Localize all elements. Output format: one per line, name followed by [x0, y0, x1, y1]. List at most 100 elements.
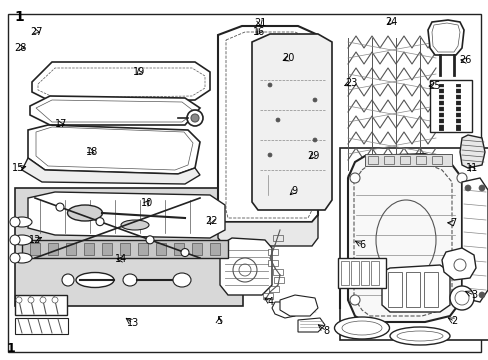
- Polygon shape: [459, 135, 484, 168]
- Polygon shape: [28, 125, 200, 174]
- Circle shape: [267, 83, 271, 87]
- Ellipse shape: [173, 273, 191, 287]
- Circle shape: [456, 173, 466, 183]
- Circle shape: [267, 153, 271, 157]
- Text: 19: 19: [133, 67, 145, 77]
- Ellipse shape: [67, 205, 102, 221]
- Bar: [340, 261, 348, 285]
- Polygon shape: [218, 215, 317, 246]
- Text: 25: 25: [427, 81, 440, 91]
- Bar: [387, 272, 401, 307]
- Text: 13: 13: [126, 318, 139, 328]
- Bar: [120, 243, 130, 255]
- Polygon shape: [22, 158, 200, 184]
- Bar: [399, 156, 409, 164]
- Polygon shape: [220, 238, 271, 295]
- Text: 24: 24: [384, 17, 397, 27]
- Circle shape: [312, 98, 316, 102]
- Bar: [268, 285, 279, 292]
- Circle shape: [96, 218, 104, 226]
- Ellipse shape: [121, 220, 149, 230]
- Polygon shape: [427, 20, 463, 55]
- Circle shape: [312, 138, 316, 142]
- Circle shape: [349, 173, 359, 183]
- Text: 29: 29: [306, 150, 319, 161]
- Bar: [66, 243, 76, 255]
- Text: 21: 21: [253, 18, 266, 28]
- Text: 5: 5: [216, 316, 222, 327]
- Bar: [423, 272, 437, 307]
- Circle shape: [52, 297, 58, 303]
- Bar: [337, 258, 385, 288]
- Bar: [431, 156, 441, 164]
- Text: 12: 12: [29, 235, 41, 246]
- Text: 8: 8: [323, 326, 329, 336]
- Text: 3: 3: [470, 290, 476, 300]
- Bar: [405, 272, 419, 307]
- Circle shape: [464, 185, 470, 191]
- Text: 9: 9: [291, 186, 297, 196]
- Polygon shape: [28, 192, 224, 238]
- Bar: [156, 243, 165, 255]
- Text: 10: 10: [140, 198, 153, 208]
- Bar: [273, 277, 284, 283]
- Bar: [48, 243, 58, 255]
- Circle shape: [56, 203, 64, 211]
- Polygon shape: [22, 240, 227, 258]
- Bar: [267, 248, 277, 255]
- Circle shape: [186, 110, 203, 126]
- Bar: [383, 156, 393, 164]
- Bar: [209, 243, 220, 255]
- Bar: [350, 261, 358, 285]
- Bar: [429, 80, 471, 132]
- Bar: [84, 243, 94, 255]
- Text: 4: 4: [267, 297, 273, 307]
- Text: 7: 7: [450, 218, 456, 228]
- Bar: [267, 260, 277, 266]
- Text: 1: 1: [6, 342, 15, 355]
- Circle shape: [10, 235, 20, 245]
- Polygon shape: [251, 34, 331, 210]
- Circle shape: [191, 114, 199, 122]
- Text: 22: 22: [204, 216, 217, 226]
- Circle shape: [40, 297, 46, 303]
- Polygon shape: [347, 154, 461, 322]
- Circle shape: [181, 248, 189, 257]
- Text: 6: 6: [359, 240, 365, 250]
- Circle shape: [275, 118, 280, 122]
- Bar: [339, 148, 488, 340]
- Circle shape: [10, 253, 20, 263]
- Bar: [367, 156, 377, 164]
- Circle shape: [464, 292, 470, 298]
- Bar: [174, 243, 183, 255]
- Circle shape: [449, 286, 473, 310]
- Ellipse shape: [62, 274, 74, 286]
- Text: 14: 14: [115, 254, 127, 264]
- Text: 18: 18: [85, 147, 98, 157]
- Polygon shape: [271, 302, 297, 318]
- Text: 28: 28: [14, 42, 27, 53]
- Bar: [15, 188, 243, 306]
- Bar: [370, 261, 378, 285]
- Bar: [364, 154, 451, 166]
- Ellipse shape: [123, 274, 137, 286]
- Bar: [262, 293, 272, 299]
- Polygon shape: [461, 178, 487, 302]
- Text: 23: 23: [344, 78, 357, 88]
- Bar: [272, 234, 282, 240]
- Bar: [360, 261, 368, 285]
- Polygon shape: [441, 248, 475, 280]
- Bar: [102, 243, 112, 255]
- Bar: [192, 243, 202, 255]
- Polygon shape: [381, 265, 449, 312]
- Text: 15: 15: [12, 163, 25, 174]
- Ellipse shape: [389, 327, 449, 345]
- Ellipse shape: [76, 273, 114, 288]
- Circle shape: [478, 292, 484, 298]
- Ellipse shape: [334, 317, 389, 339]
- Text: 16: 16: [252, 27, 265, 37]
- Text: 11: 11: [465, 163, 477, 174]
- Circle shape: [349, 295, 359, 305]
- Text: 20: 20: [282, 53, 294, 63]
- Polygon shape: [218, 26, 317, 222]
